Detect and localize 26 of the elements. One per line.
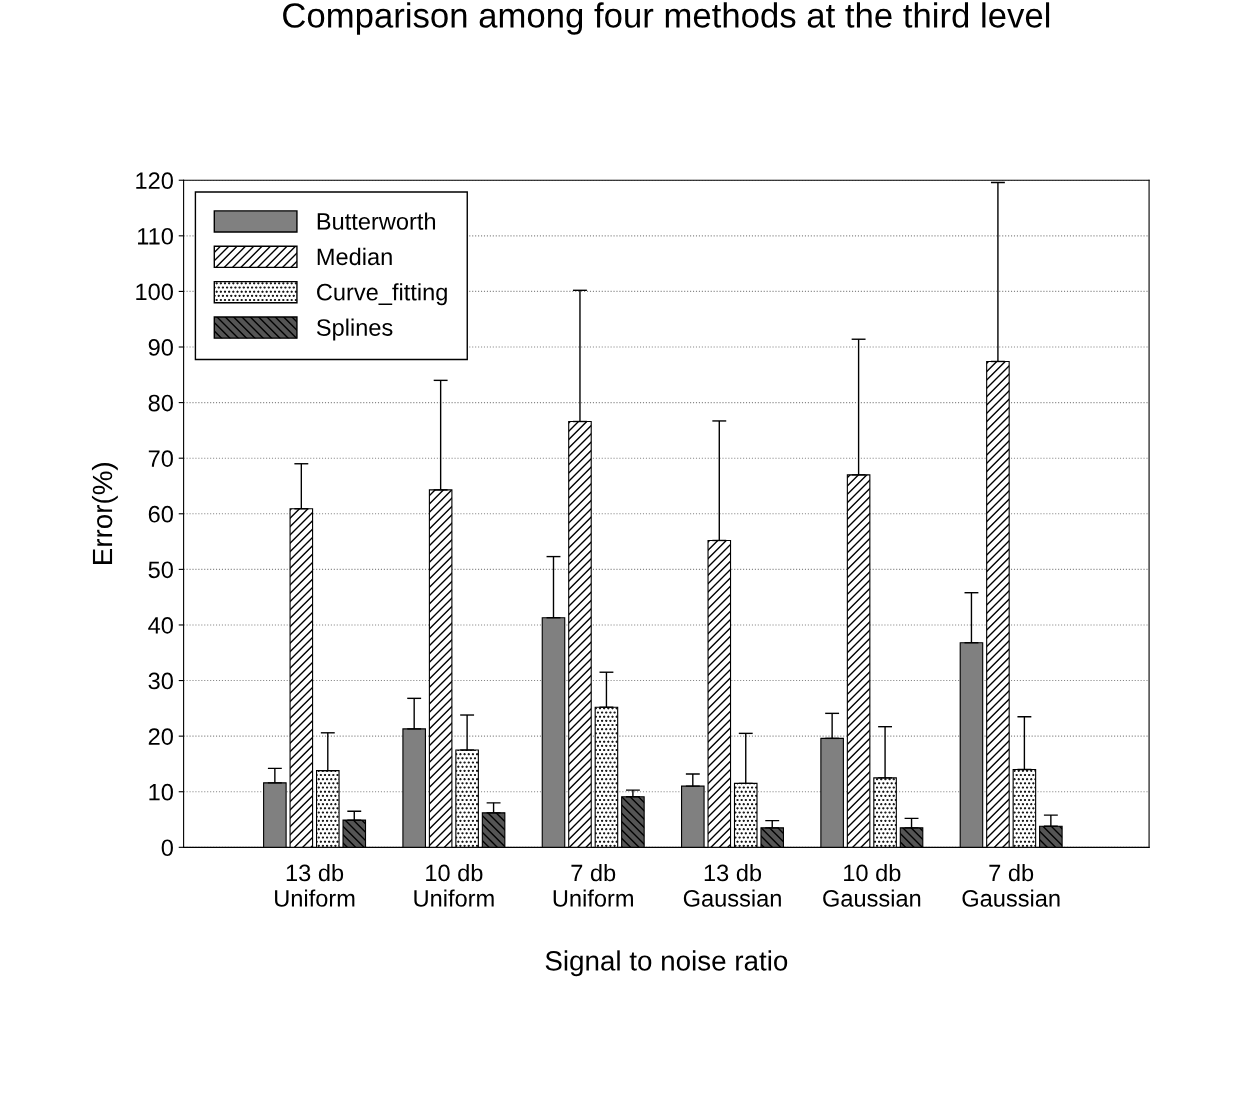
y-tick-label: 90 <box>148 339 173 356</box>
chart-title: Comparison among four methods at the third level <box>283 2 1050 35</box>
y-axis-title: Error(%) <box>91 463 118 564</box>
y-tick-label: 100 <box>136 283 173 301</box>
x-tick-label: 10 db Uniform <box>414 864 494 907</box>
y-tick-label: 10 <box>149 783 173 801</box>
legend-label: Curve_fitting <box>317 283 447 306</box>
y-tick-label: 120 <box>136 172 173 190</box>
x-tick-label: 10 db Gaussian <box>823 864 921 907</box>
legend-label: Butterworth <box>317 212 436 230</box>
legend-label: Median <box>317 247 392 266</box>
x-tick-label: 13 db Gaussian <box>683 864 781 907</box>
legend-label: Splines <box>316 318 393 341</box>
y-tick-label: 0 <box>161 839 173 857</box>
y-tick-label: 70 <box>148 450 173 467</box>
x-tick-label: 13 db Uniform <box>275 864 355 907</box>
y-tick-label: 60 <box>148 505 173 523</box>
y-tick-label: 110 <box>138 227 173 245</box>
y-tick-label: 30 <box>148 672 173 690</box>
x-tick-label: 7 db Uniform <box>553 864 633 907</box>
y-tick-label: 40 <box>148 617 173 634</box>
x-axis-title: Signal to noise ratio <box>545 950 788 977</box>
y-tick-label: 80 <box>148 394 173 412</box>
y-tick-label: 20 <box>148 728 173 745</box>
x-tick-label: 7 db Gaussian <box>962 864 1060 907</box>
y-tick-label: 50 <box>148 561 173 579</box>
